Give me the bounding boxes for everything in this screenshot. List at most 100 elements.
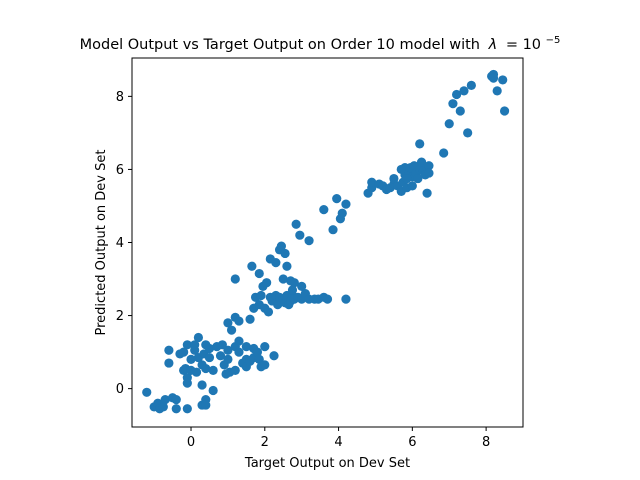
data-point <box>463 128 473 138</box>
x-tick-label: 6 <box>408 435 416 450</box>
data-point <box>179 347 189 357</box>
data-point <box>424 168 434 178</box>
data-point <box>319 205 329 215</box>
data-point <box>234 347 244 357</box>
data-point <box>182 340 192 350</box>
data-point <box>448 99 458 109</box>
data-point <box>295 230 305 240</box>
data-point <box>439 148 449 158</box>
data-point <box>254 268 264 279</box>
data-point <box>498 75 508 85</box>
data-point <box>297 281 307 291</box>
data-point <box>341 199 351 209</box>
data-point <box>158 402 168 412</box>
data-point <box>407 181 417 191</box>
x-axis-ticks: 0 2 4 6 8 <box>187 427 490 450</box>
data-point <box>193 332 203 343</box>
data-point <box>204 352 215 363</box>
data-point <box>287 285 298 295</box>
y-tick-label: 8 <box>116 90 124 105</box>
data-point <box>322 294 333 304</box>
chart-title-lambda: λ <box>488 37 498 53</box>
data-point <box>444 119 454 129</box>
data-point <box>337 208 347 218</box>
data-point <box>182 378 192 388</box>
data-point <box>208 365 218 375</box>
data-point <box>341 294 351 304</box>
data-point <box>367 177 377 187</box>
x-axis-label: Target Output on Dev Set <box>244 456 410 471</box>
chart-title-lambda-eq: = 10 <box>506 37 541 53</box>
data-point <box>396 164 406 175</box>
data-point <box>256 290 266 301</box>
data-point <box>164 345 174 355</box>
data-point <box>201 363 211 374</box>
data-points <box>142 69 510 414</box>
x-tick-label: 4 <box>334 435 342 450</box>
x-tick-label: 0 <box>187 435 195 450</box>
data-point <box>280 248 290 259</box>
chart-title-main: Model Output vs Target Output on Order 1… <box>80 37 480 53</box>
y-tick-label: 0 <box>116 382 124 397</box>
data-point <box>260 342 270 352</box>
data-point <box>269 351 279 361</box>
data-point <box>262 278 272 288</box>
data-point <box>252 347 263 357</box>
data-point <box>286 276 296 286</box>
data-point <box>164 358 174 368</box>
y-axis-ticks: 0 2 4 6 8 <box>116 90 132 397</box>
data-point <box>234 316 244 326</box>
data-point <box>422 188 432 198</box>
data-point <box>291 219 301 229</box>
data-point <box>197 380 207 390</box>
y-tick-label: 6 <box>116 163 124 178</box>
data-point <box>455 106 465 116</box>
data-point <box>282 261 292 271</box>
data-point <box>263 307 274 317</box>
data-point <box>452 89 462 100</box>
data-point <box>328 225 338 235</box>
chart-title-exponent: −5 <box>546 35 561 46</box>
data-point <box>276 241 286 251</box>
data-point <box>208 385 218 396</box>
data-point <box>223 354 233 365</box>
data-point <box>182 404 192 414</box>
data-point <box>234 336 244 346</box>
data-point <box>223 318 233 328</box>
data-point <box>247 261 257 271</box>
data-point <box>466 80 476 90</box>
data-point <box>492 86 502 96</box>
x-tick-label: 8 <box>482 435 490 450</box>
data-point <box>204 343 215 354</box>
data-point <box>424 161 434 171</box>
data-point <box>226 325 237 335</box>
data-point <box>389 173 399 184</box>
y-axis-label: Predicted Output on Dev Set <box>94 150 109 336</box>
data-point <box>190 340 200 350</box>
data-point <box>142 387 152 397</box>
data-point <box>215 351 226 361</box>
data-point <box>304 236 314 246</box>
data-point <box>245 314 255 324</box>
data-point <box>488 73 499 83</box>
chart-title: Model Output vs Target Output on Order 1… <box>80 35 561 53</box>
data-point <box>413 173 423 184</box>
data-point <box>260 360 270 370</box>
data-point <box>201 400 211 410</box>
data-point <box>278 274 288 284</box>
y-tick-label: 4 <box>116 236 124 251</box>
data-point <box>171 395 181 405</box>
data-point <box>402 173 412 184</box>
data-point <box>191 367 202 377</box>
data-point <box>160 395 170 405</box>
data-point <box>171 404 181 414</box>
data-point <box>230 365 240 375</box>
data-point <box>415 139 425 149</box>
data-point <box>499 106 510 116</box>
data-point <box>223 345 233 355</box>
data-point <box>186 354 196 365</box>
data-point <box>241 342 251 352</box>
data-point <box>230 274 240 284</box>
data-point <box>271 257 281 268</box>
